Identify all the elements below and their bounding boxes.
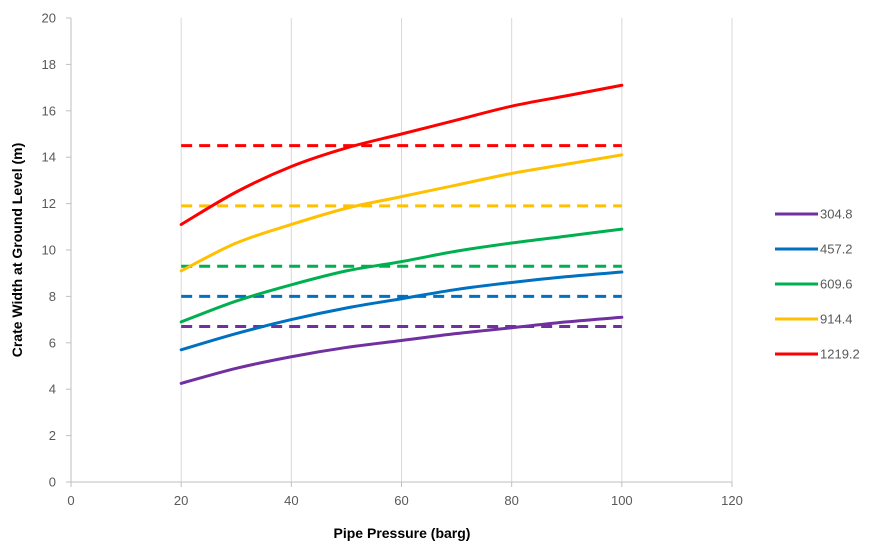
y-tick-label: 2 xyxy=(49,428,56,443)
series-line-457.2 xyxy=(179,270,624,352)
y-tick-label: 0 xyxy=(49,475,56,490)
axes xyxy=(66,17,733,487)
x-tick-label: 60 xyxy=(394,493,408,508)
legend-label: 914.4 xyxy=(820,312,853,327)
gridlines xyxy=(180,18,733,482)
y-tick-label: 18 xyxy=(42,57,56,72)
legend-label: 609.6 xyxy=(820,277,853,292)
x-tick-label: 0 xyxy=(67,493,74,508)
series-lines xyxy=(179,83,624,385)
y-axis-title: Crate Width at Ground Level (m) xyxy=(9,143,25,358)
x-tick-label: 40 xyxy=(284,493,298,508)
y-tick-label: 16 xyxy=(42,103,56,118)
x-axis-title: Pipe Pressure (barg) xyxy=(334,525,471,541)
series-line-304.8 xyxy=(179,315,624,385)
tick-labels: 0 2 4 6 8 10 12 14 16 18 20 0 20 40 60 80 100 120 xyxy=(42,11,743,509)
y-tick-label: 8 xyxy=(49,289,56,304)
x-tick-label: 80 xyxy=(504,493,518,508)
series-line-1219.2 xyxy=(179,83,624,226)
legend-label: 457.2 xyxy=(820,242,853,257)
y-tick-label: 4 xyxy=(49,382,56,397)
y-tick-label: 14 xyxy=(42,150,56,165)
legend-label: 1219.2 xyxy=(820,347,860,362)
legend-label: 304.8 xyxy=(820,207,853,222)
x-tick-label: 120 xyxy=(721,493,743,508)
y-tick-label: 10 xyxy=(42,243,56,258)
x-tick-label: 100 xyxy=(611,493,633,508)
series-line-914.4 xyxy=(179,153,624,273)
legend: 304.8 457.2 609.6 914.4 1219.2 xyxy=(775,207,860,362)
x-tick-label: 20 xyxy=(174,493,188,508)
series-line-609.6 xyxy=(179,227,624,324)
y-tick-label: 20 xyxy=(42,11,56,26)
y-tick-label: 6 xyxy=(49,335,56,350)
y-tick-label: 12 xyxy=(42,196,56,211)
